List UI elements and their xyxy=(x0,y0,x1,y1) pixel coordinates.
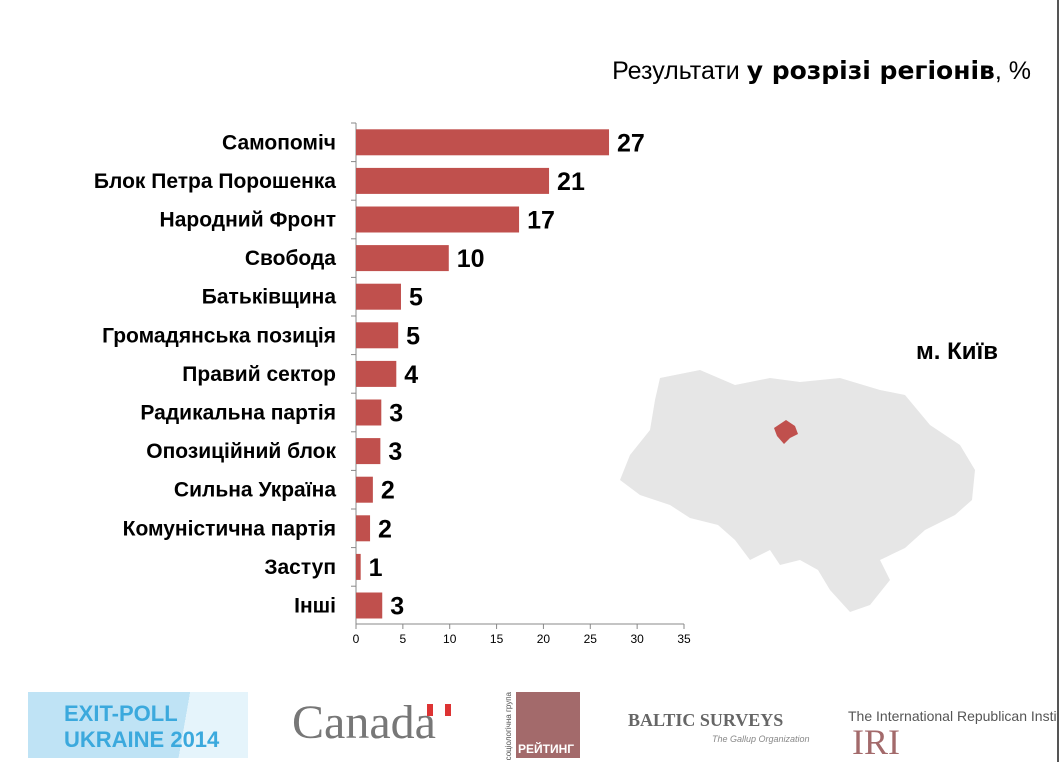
category-label: Опозиційний блок xyxy=(146,440,336,463)
x-tick-label: 25 xyxy=(584,632,598,646)
bar xyxy=(356,360,397,387)
bar xyxy=(356,476,373,503)
category-label: Самопоміч xyxy=(222,131,336,154)
data-label: 27 xyxy=(617,129,645,157)
data-label: 17 xyxy=(527,207,555,235)
data-label: 3 xyxy=(390,593,404,621)
data-label: 5 xyxy=(406,322,420,350)
bar xyxy=(356,245,449,272)
exit-poll-banner xyxy=(28,692,248,758)
rating-side-text: соціологічна група xyxy=(504,692,513,761)
region-label: м. Київ xyxy=(916,338,998,365)
iri-logo: IRI xyxy=(852,722,900,762)
data-label: 5 xyxy=(409,284,423,312)
bar xyxy=(356,438,381,465)
bar xyxy=(356,206,520,233)
exit-poll-year: UKRAINE 2014 xyxy=(64,727,220,752)
data-label: 21 xyxy=(557,168,585,196)
title-bold: у розрізі регіонів xyxy=(746,56,995,85)
kyiv-marker xyxy=(774,420,798,444)
data-label: 10 xyxy=(457,245,485,273)
x-tick-label: 0 xyxy=(353,632,360,646)
x-tick-label: 5 xyxy=(400,632,407,646)
category-label: Радикальна партія xyxy=(140,402,336,425)
bar xyxy=(356,322,399,349)
title-normal: Результати xyxy=(612,57,747,85)
data-label: 2 xyxy=(381,477,395,505)
bar xyxy=(356,283,401,310)
bar xyxy=(356,167,550,194)
data-label: 3 xyxy=(389,400,403,428)
category-label: Правий сектор xyxy=(182,363,336,386)
bar xyxy=(356,592,383,619)
category-label: Блок Петра Порошенка xyxy=(94,170,336,193)
bar xyxy=(356,399,382,426)
ukraine-map xyxy=(620,370,975,612)
data-label: 4 xyxy=(404,361,418,389)
bar xyxy=(356,129,610,156)
canada-logo: Canada xyxy=(292,696,436,749)
data-label: 2 xyxy=(378,515,392,543)
category-label: Громадянська позиція xyxy=(102,324,336,347)
x-tick-label: 30 xyxy=(630,632,644,646)
baltic-surveys-logo: BALTIC SURVEYS xyxy=(628,710,784,730)
category-label: Сильна Україна xyxy=(174,479,336,502)
bar xyxy=(356,515,371,542)
title-suffix: , % xyxy=(994,57,1031,85)
x-tick-label: 15 xyxy=(490,632,504,646)
category-label: Народний Фронт xyxy=(160,209,336,232)
data-label: 1 xyxy=(369,554,383,582)
category-label: Заступ xyxy=(264,556,336,579)
rating-logo xyxy=(516,692,580,758)
category-label: Інші xyxy=(294,595,336,618)
gallup-label: The Gallup Organization xyxy=(712,734,810,744)
x-tick-label: 35 xyxy=(677,632,691,646)
x-tick-label: 10 xyxy=(443,632,457,646)
x-tick-label: 20 xyxy=(537,632,551,646)
category-label: Свобода xyxy=(245,247,336,270)
rating-label: РЕЙТИНГ xyxy=(518,742,575,756)
category-label: Батьківщина xyxy=(202,286,337,309)
slide-title: Результати у розрізі регіонів, % xyxy=(612,56,1031,86)
canada-flag-icon xyxy=(427,704,451,716)
data-label: 3 xyxy=(388,438,402,466)
exit-poll-label: EXIT-POLL xyxy=(64,701,178,726)
bar xyxy=(356,553,361,580)
category-label: Комуністична партія xyxy=(123,517,336,540)
iri-title: The International Republican Institute xyxy=(848,708,1059,724)
